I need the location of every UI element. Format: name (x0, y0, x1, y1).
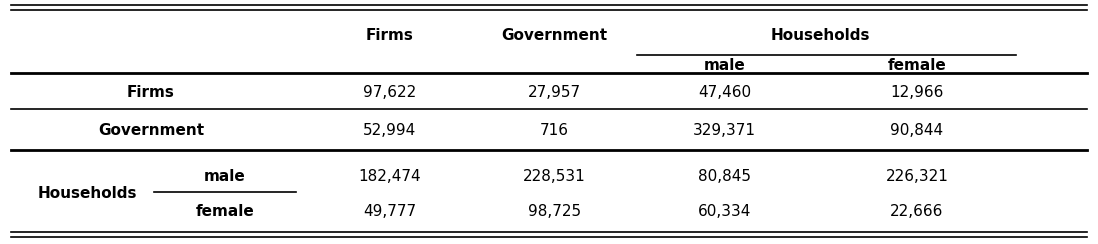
Text: 49,777: 49,777 (363, 203, 416, 219)
Text: male: male (204, 169, 246, 184)
Text: male: male (704, 58, 746, 73)
Text: Firms: Firms (366, 28, 414, 43)
Text: 97,622: 97,622 (363, 85, 416, 100)
Text: Firms: Firms (127, 85, 175, 100)
Text: 716: 716 (540, 123, 569, 138)
Text: 12,966: 12,966 (890, 85, 943, 100)
Text: Households: Households (38, 186, 137, 202)
Text: 98,725: 98,725 (528, 203, 581, 219)
Text: 22,666: 22,666 (890, 203, 943, 219)
Text: 60,334: 60,334 (698, 203, 751, 219)
Text: female: female (195, 203, 255, 219)
Text: Government: Government (98, 123, 204, 138)
Text: 52,994: 52,994 (363, 123, 416, 138)
Text: Government: Government (502, 28, 607, 43)
Text: 182,474: 182,474 (358, 169, 422, 184)
Text: 47,460: 47,460 (698, 85, 751, 100)
Text: 80,845: 80,845 (698, 169, 751, 184)
Text: 90,844: 90,844 (890, 123, 943, 138)
Text: 228,531: 228,531 (523, 169, 586, 184)
Text: 27,957: 27,957 (528, 85, 581, 100)
Text: 329,371: 329,371 (693, 123, 757, 138)
Text: female: female (887, 58, 946, 73)
Text: Households: Households (771, 28, 871, 43)
Text: 226,321: 226,321 (885, 169, 949, 184)
